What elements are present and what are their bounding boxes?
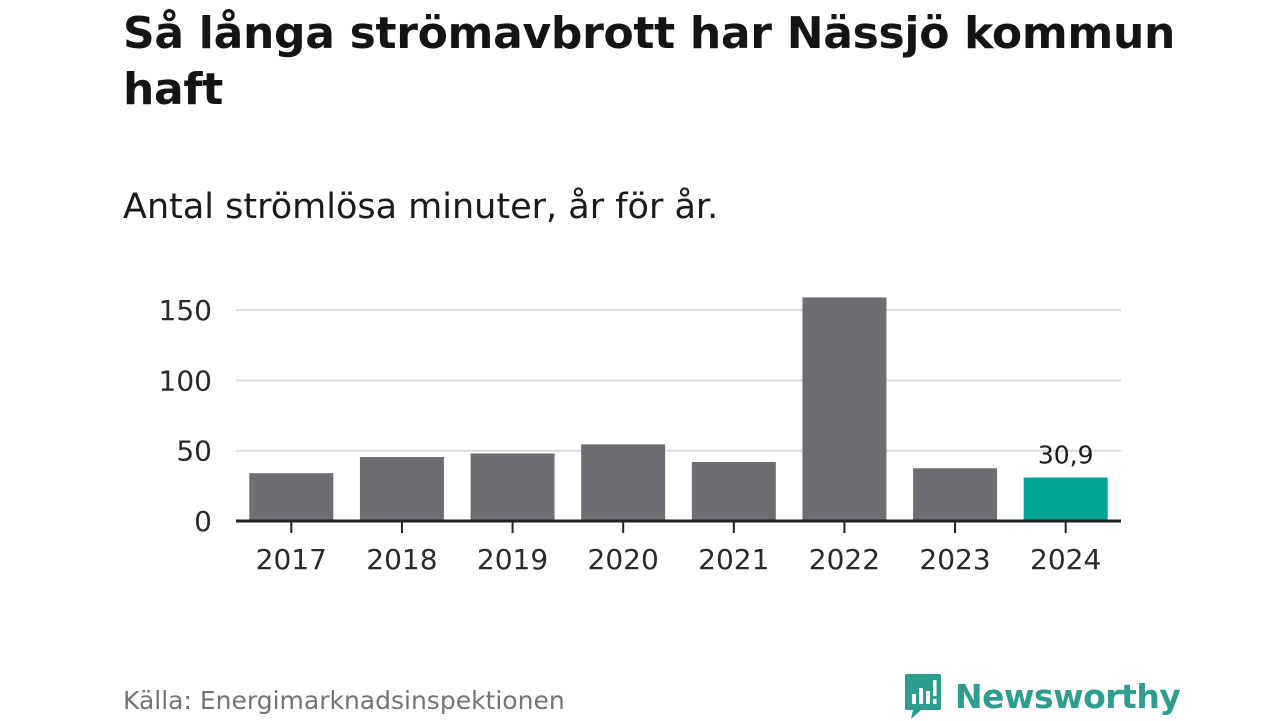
x-tick-label: 2018 bbox=[366, 543, 437, 576]
y-tick-label: 50 bbox=[176, 435, 212, 468]
x-tick-label: 2021 bbox=[698, 543, 769, 576]
chart-subtitle: Antal strömlösa minuter, år för år. bbox=[123, 187, 719, 227]
bar-2020 bbox=[581, 444, 666, 521]
x-tick-label: 2023 bbox=[919, 543, 990, 576]
brand-logo: Newsworthy bbox=[903, 671, 1181, 721]
bar-2019 bbox=[470, 453, 555, 521]
y-tick-label: 100 bbox=[159, 364, 212, 397]
x-tick-label: 2022 bbox=[809, 543, 880, 576]
bar-2023 bbox=[913, 468, 998, 521]
bar-2021 bbox=[691, 461, 776, 521]
x-tick-label: 2017 bbox=[256, 543, 327, 576]
brand-name: Newsworthy bbox=[955, 676, 1181, 716]
y-tick-label: 150 bbox=[159, 294, 212, 327]
bar-chart-speech-bubble-icon bbox=[905, 674, 941, 719]
chart-title: Så långa strömavbrott har Nässjö kommun … bbox=[123, 8, 1175, 115]
labels: 0 50 100 150 2017 2018 2019 2020 2021 2022 2023 202… bbox=[159, 294, 1102, 576]
bars bbox=[249, 297, 1108, 521]
x-tick-label: 2020 bbox=[588, 543, 659, 576]
gridlines bbox=[236, 309, 1121, 452]
y-tick-label: 0 bbox=[194, 505, 212, 538]
data-label: 30,9 bbox=[1038, 441, 1094, 470]
bar-2017 bbox=[249, 473, 334, 521]
bar-2024 bbox=[1023, 477, 1108, 521]
bar-2018 bbox=[359, 457, 444, 521]
bar-2022 bbox=[802, 297, 887, 521]
source-note: Källa: Energimarknadsinspektionen bbox=[123, 686, 565, 715]
axes bbox=[236, 519, 1121, 533]
x-tick-label: 2024 bbox=[1030, 543, 1101, 576]
x-tick-label: 2019 bbox=[477, 543, 548, 576]
